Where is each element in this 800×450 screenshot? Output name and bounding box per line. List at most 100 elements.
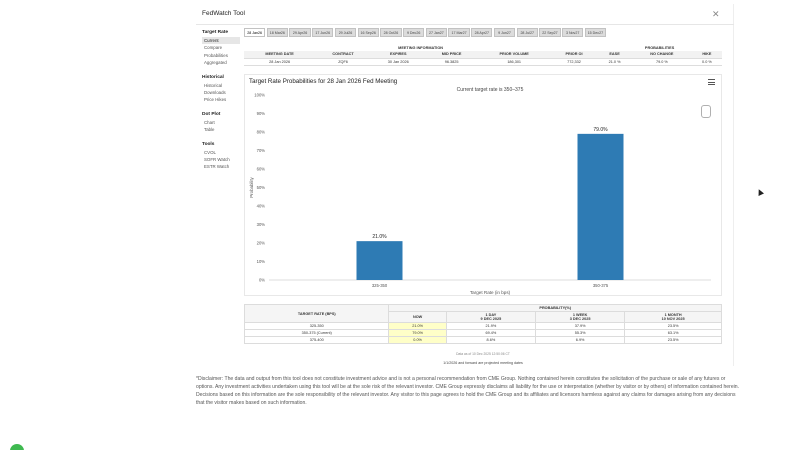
chart-bar (577, 133, 624, 280)
probability-cell: 63.1% (624, 329, 722, 337)
table-cell: 21.0 % (597, 58, 632, 66)
tab-meeting-date[interactable]: 16 Sep26 (357, 28, 379, 37)
meeting-data-row: 28 Jan 2026 ZQF6 30 Jan 2026 96.3825 186,301… (244, 58, 722, 66)
sidebar-item-price-hikes[interactable]: Price Hikes (204, 97, 227, 103)
bar-data-label: 79.0% (593, 127, 608, 133)
tab-meeting-date[interactable]: 15 Dec27 (584, 28, 606, 37)
y-tick-label: 80% (257, 130, 266, 135)
y-tick-label: 0% (259, 278, 265, 283)
y-tick-label: 60% (257, 167, 266, 172)
tab-meeting-date[interactable]: 28 Jul27 (516, 28, 538, 37)
sidebar-item-historical[interactable]: Historical (204, 82, 223, 88)
column-header: MID PRICE (425, 51, 478, 59)
magnify-icon (701, 105, 711, 118)
sidebar-section-heading: Tools (202, 141, 215, 147)
bar-data-label: 21.0% (372, 234, 387, 240)
chart-title: Target Rate Probabilities for 28 Jan 202… (249, 78, 398, 85)
y-tick-label: 100% (254, 93, 265, 98)
col-header-line2: 3 DEC 2025 (569, 317, 591, 321)
column-header: HIKE (691, 51, 722, 59)
probability-cell: 23.5% (624, 336, 722, 344)
probability-cell: 21.0% (388, 322, 447, 330)
y-tick-label: 50% (257, 185, 266, 190)
tab-meeting-date[interactable]: 17 Mar27 (448, 28, 470, 37)
tab-meeting-date[interactable]: 9 Jun27 (493, 28, 516, 37)
table-cell: 186,301 (477, 58, 551, 66)
tab-meeting-date[interactable]: 28 Jan26 (244, 28, 266, 37)
y-axis-label: Probability (249, 176, 254, 197)
hamburger-menu-icon[interactable] (708, 79, 715, 85)
divider (196, 24, 734, 25)
probability-cell: 69.4% (445, 329, 537, 337)
y-tick-label: 10% (257, 259, 266, 264)
fedwatch-frame: FedWatch Tool ✕ Target Rate Current Compar… (196, 4, 734, 366)
tab-meeting-date[interactable]: 18 Mar26 (266, 28, 288, 37)
sidebar-section-heading: Dot Plot (202, 111, 221, 117)
probability-cell: 37.9% (534, 322, 626, 330)
probability-cell: 79.0% (388, 329, 447, 337)
sidebar-item-estr-watch[interactable]: ESTR Watch (204, 164, 230, 170)
x-tick-label: 325-350 (372, 283, 388, 288)
probability-table: TARGET RATE (BPS) PROBABILITY(%) NOW 1 DA… (243, 304, 722, 344)
probability-col-header: 1 WEEK 3 DEC 2025 (534, 311, 626, 323)
target-rate-cell: 325-350 (243, 322, 390, 330)
probability-cell: 6.9% (534, 336, 626, 344)
x-tick-label: 350-375 (593, 283, 609, 288)
col-header-line1: 1 MONTH (664, 313, 682, 317)
probability-cell: 21.9% (445, 322, 537, 330)
column-header: PRIOR VOLUME (477, 51, 551, 59)
tab-meeting-date[interactable]: 28 Apr27 (471, 28, 493, 37)
probability-col-header: NOW (388, 311, 447, 323)
sidebar-section-heading: Historical (202, 74, 224, 80)
chart-subtitle: Current target rate is 350–375 (457, 87, 524, 93)
sidebar-item-current[interactable]: Current (202, 37, 240, 45)
sidebar-item-aggregated[interactable]: Aggregated (204, 60, 227, 66)
y-tick-label: 40% (257, 204, 266, 209)
table-cell: 0.0 % (691, 58, 722, 66)
data-timestamp: Data as of 10 Dec 2025 12:50:06 CT (456, 352, 510, 356)
tab-meeting-date[interactable]: 17 Jun26 (312, 28, 334, 37)
sidebar-item-compare[interactable]: Compare (204, 45, 223, 51)
probability-bar-chart: Current target rate is 350–375 0% 10% 20% 30… (249, 87, 711, 295)
sidebar-nav: Target Rate Current Compare Probabilities Ag… (202, 30, 240, 171)
col-header-line2: 10 NOV 2025 (661, 317, 685, 321)
chart-bar (356, 241, 403, 280)
tab-meeting-date[interactable]: 29 Apr26 (289, 28, 311, 37)
tab-meeting-date[interactable]: 3 Nov27 (562, 28, 584, 37)
probability-cell: 8.6% (445, 336, 537, 344)
sidebar-item-chart[interactable]: Chart (204, 119, 215, 125)
table-row: 325-350 21.0% 21.9% 37.9% 23.5% (243, 322, 722, 330)
sidebar-item-cvol[interactable]: CVOL (204, 149, 216, 155)
target-rate-cell: 375-400 (243, 336, 390, 344)
sidebar-section-heading: Target Rate (202, 30, 229, 35)
meeting-info-group-header: MEETING INFORMATION (398, 45, 444, 50)
probability-cell: 55.3% (534, 329, 626, 337)
status-dot-icon (10, 444, 24, 450)
sidebar-item-downloads[interactable]: Downloads (204, 90, 226, 96)
tab-meeting-date[interactable]: 27 Jan27 (425, 28, 447, 37)
disclaimer-text: *Disclaimer: The data and output from th… (196, 376, 740, 406)
sidebar-item-table[interactable]: Table (204, 127, 215, 133)
col-header-line1: NOW (412, 315, 423, 319)
y-tick-label: 70% (257, 148, 266, 153)
table-row: 375-400 0.0% 8.6% 6.9% 23.5% (243, 336, 722, 344)
close-icon[interactable]: ✕ (712, 9, 720, 19)
tab-meeting-date[interactable]: 9 Dec26 (403, 28, 425, 37)
column-header: EXPIRES (370, 51, 426, 59)
sidebar-item-sofr-watch[interactable]: SOFR Watch (204, 157, 230, 163)
tab-meeting-date[interactable]: 29 Jul26 (334, 28, 357, 37)
table-cell: 772,332 (550, 58, 598, 66)
probabilities-group-header: PROBABILITIES (644, 45, 675, 50)
column-header: MEETING DATE (244, 51, 316, 59)
probability-col-header: 1 MONTH 10 NOV 2025 (624, 311, 722, 323)
sidebar-item-probabilities[interactable]: Probabilities (204, 52, 228, 58)
tab-meeting-date[interactable]: 28 Oct26 (380, 28, 402, 37)
col-header-line1: 1 DAY (485, 313, 497, 317)
tab-meeting-date[interactable]: 22 Sep27 (539, 28, 561, 37)
mouse-cursor-icon (756, 188, 764, 196)
table-cell: 96.3825 (425, 58, 478, 66)
target-rate-cell: 350-375 (Current) (243, 329, 390, 337)
probability-col-header: 1 DAY 9 DEC 2025 (445, 311, 537, 323)
meeting-info-table: MEETING INFORMATION PROBABILITIES MEETIN… (244, 44, 722, 66)
table-cell: 28 Jan 2026 (244, 58, 316, 66)
